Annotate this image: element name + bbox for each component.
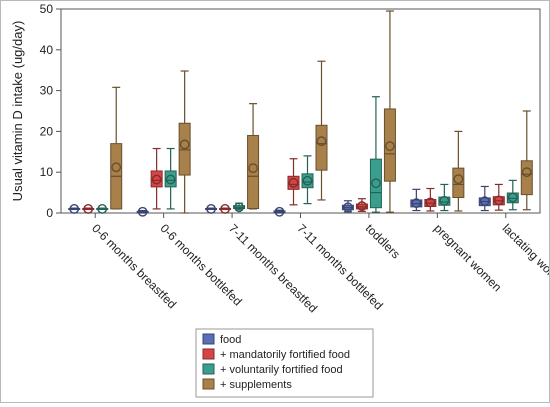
box-6-0 — [478, 185, 491, 212]
box-iqr — [315, 124, 328, 171]
legend-label: food — [220, 334, 241, 346]
box-2-3 — [247, 103, 260, 210]
box-iqr — [287, 175, 300, 190]
mean-marker — [69, 204, 80, 214]
box-4-2 — [369, 96, 382, 213]
legend: food + mandatorily fortified food + volunt… — [195, 328, 374, 398]
legend-swatch — [202, 378, 215, 390]
box-6-3 — [520, 110, 533, 211]
mean-marker — [151, 174, 162, 185]
legend-label: + mandatorily fortified food — [220, 349, 350, 361]
mean-marker — [425, 197, 436, 208]
mean-marker — [385, 141, 395, 151]
y-tick-label: 40 — [40, 43, 54, 57]
mean-marker — [248, 163, 258, 174]
mean-marker — [439, 195, 450, 206]
box-6-2 — [506, 179, 519, 211]
mean-marker — [165, 174, 176, 185]
box-iqr — [369, 158, 382, 209]
box-2-0 — [205, 204, 218, 214]
legend-swatch — [202, 348, 215, 360]
box-5-0 — [410, 188, 423, 212]
mean-marker — [357, 201, 367, 211]
box-5-3 — [452, 130, 465, 212]
y-tick-label: 10 — [40, 165, 54, 179]
mean-marker — [479, 196, 490, 207]
x-tick-label: toddlers — [363, 221, 403, 261]
box-1-2 — [164, 147, 177, 210]
box-iqr — [520, 160, 533, 196]
box-0-1 — [82, 204, 95, 214]
mean-marker — [206, 204, 216, 214]
box-iqr — [301, 173, 314, 189]
x-tick-label: pregnant women — [431, 221, 504, 294]
box-4-1 — [355, 198, 368, 212]
box-iqr — [150, 170, 163, 188]
mean-marker — [274, 206, 285, 217]
box-series-group — [68, 10, 533, 217]
box-1-1 — [150, 147, 163, 210]
y-axis: 0 10 20 30 40 50 — [40, 2, 61, 220]
box-4-0 — [341, 200, 354, 213]
box-iqr — [383, 108, 396, 182]
legend-swatch — [202, 363, 215, 375]
box-1-0 — [136, 206, 149, 217]
box-2-2 — [233, 202, 246, 213]
mean-marker — [343, 202, 353, 213]
box-1-3 — [178, 70, 191, 214]
mean-marker — [493, 195, 504, 206]
box-3-3 — [315, 60, 328, 201]
mean-marker — [507, 192, 518, 203]
mean-marker — [137, 206, 148, 217]
box-3-1 — [287, 158, 300, 206]
box-4-3 — [383, 10, 396, 213]
box-6-1 — [492, 183, 505, 211]
box-0-3 — [110, 86, 123, 210]
mean-marker — [83, 204, 94, 214]
legend-entry: food — [202, 333, 241, 346]
mean-marker — [521, 167, 532, 178]
legend-entry: + voluntarily fortified food — [202, 363, 343, 376]
box-iqr — [164, 170, 177, 188]
legend-entry: + supplements — [202, 378, 292, 391]
y-axis-label: Usual vitamin D intake (ug/day) — [10, 21, 25, 202]
mean-marker — [316, 136, 327, 147]
mean-marker — [288, 177, 299, 188]
mean-marker — [371, 178, 381, 189]
box-2-1 — [219, 204, 232, 214]
plot-border — [60, 8, 541, 214]
box-5-2 — [438, 183, 451, 212]
box-5-1 — [424, 187, 437, 212]
mean-marker — [97, 204, 108, 214]
legend-entry: + mandatorily fortified food — [202, 348, 350, 361]
mean-marker — [234, 202, 244, 213]
y-tick-label: 20 — [40, 124, 54, 138]
legend-swatch — [202, 333, 215, 345]
mean-marker — [111, 162, 122, 173]
mean-marker — [411, 198, 422, 209]
plot-area — [60, 8, 541, 214]
mean-marker — [179, 139, 190, 150]
y-tick-label: 50 — [40, 2, 54, 16]
box-3-0 — [273, 206, 286, 217]
x-tick-label: lactating women — [500, 221, 549, 292]
mean-marker — [453, 174, 464, 185]
legend-box — [195, 328, 374, 398]
box-0-2 — [96, 204, 109, 214]
legend-label: + voluntarily fortified food — [220, 364, 343, 376]
mean-marker — [302, 175, 313, 186]
y-tick-label: 0 — [46, 206, 53, 220]
box-3-2 — [301, 155, 314, 205]
box-0-0 — [68, 204, 81, 214]
y-tick-label: 30 — [40, 84, 54, 98]
legend-label: + supplements — [220, 379, 292, 391]
mean-marker — [220, 204, 230, 214]
